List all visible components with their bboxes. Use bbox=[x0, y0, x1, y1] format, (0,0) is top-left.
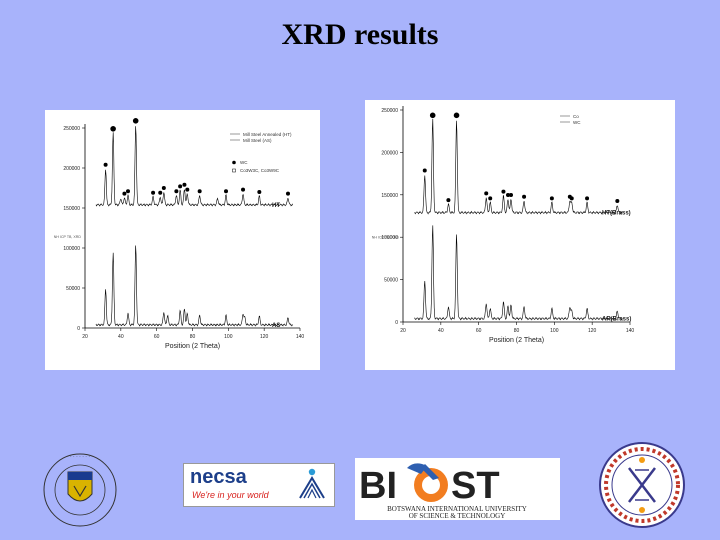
peak-marker bbox=[132, 118, 139, 124]
peak-marker bbox=[505, 193, 510, 198]
y-tick-label: 250000 bbox=[381, 108, 398, 114]
x-tick-label: 40 bbox=[118, 334, 124, 340]
necsa-tagline: We're in your world bbox=[192, 490, 269, 500]
svg-text:BI: BI bbox=[359, 465, 397, 507]
peak-marker bbox=[178, 184, 183, 189]
x-tick-label: 60 bbox=[154, 334, 160, 340]
peak-marker bbox=[488, 196, 493, 201]
svg-text:ST: ST bbox=[451, 465, 500, 507]
peak-marker bbox=[241, 187, 246, 192]
axis-cut-label: NH ICP TB, XRD bbox=[372, 235, 400, 239]
x-tick-label: 20 bbox=[82, 334, 88, 340]
series-line-ht-brass- bbox=[414, 118, 623, 215]
peak-marker bbox=[197, 189, 202, 194]
y-tick-label: 0 bbox=[395, 320, 398, 326]
peak-marker bbox=[110, 126, 116, 132]
series-label: AR(Brass) bbox=[602, 317, 631, 323]
x-tick-label: 120 bbox=[588, 328, 597, 334]
xrd-chart-left: 0 50000 100000 150000 200000 250000 20 40 60 80 10… bbox=[45, 110, 320, 370]
y-tick-label: 250000 bbox=[63, 126, 80, 132]
x-axis-label: Position (2 Theta) bbox=[489, 337, 544, 344]
y-tick-label: 200000 bbox=[381, 150, 398, 156]
y-tick-label: 50000 bbox=[384, 278, 398, 284]
peak-marker bbox=[122, 191, 127, 196]
biust-logo: BI ST BOTSWANA INTERNATIONAL UNIVERSITY … bbox=[355, 458, 560, 520]
x-tick-label: 140 bbox=[296, 334, 305, 340]
x-tick-label: 40 bbox=[438, 328, 444, 334]
y-tick-label: 200000 bbox=[63, 166, 80, 172]
xrd-plot-left: 0 50000 100000 150000 200000 250000 20 40 60 80 10… bbox=[54, 118, 305, 350]
x-tick-label: 100 bbox=[224, 334, 233, 340]
peak-marker bbox=[453, 112, 460, 119]
university-crest-logo: · · · · · · · · · bbox=[30, 450, 130, 530]
biust-line2: OF SCIENCE & TECHNOLOGY bbox=[408, 512, 506, 520]
legend-entry: WC bbox=[573, 120, 581, 125]
y-tick-label: 150000 bbox=[381, 193, 398, 199]
marker-legend-dot bbox=[232, 160, 236, 165]
legend-entry: Mill Steel (AS) bbox=[243, 138, 272, 143]
y-tick-label: 100000 bbox=[381, 235, 398, 241]
peak-marker bbox=[151, 190, 156, 195]
peak-marker bbox=[174, 189, 179, 194]
y-tick-label: 100000 bbox=[63, 246, 80, 252]
necsa-logo: necsa We're in your world bbox=[183, 463, 335, 507]
peak-marker bbox=[257, 190, 262, 194]
peak-marker bbox=[224, 189, 229, 194]
peak-marker bbox=[285, 191, 290, 196]
y-tick-label: 0 bbox=[77, 326, 80, 332]
x-axis-label: Position (2 Theta) bbox=[165, 343, 220, 350]
x-tick-label: 140 bbox=[626, 328, 635, 334]
x-tick-label: 60 bbox=[476, 328, 482, 334]
crest-ring-text: · · · · · · · · · bbox=[67, 454, 93, 460]
peak-marker bbox=[158, 190, 163, 195]
peak-marker bbox=[103, 162, 108, 167]
peak-marker bbox=[615, 198, 620, 203]
x-tick-label: 20 bbox=[400, 328, 406, 334]
peak-marker bbox=[509, 193, 514, 198]
peak-marker bbox=[522, 194, 527, 199]
legend-entry: Mill Steel Annealed (HT) bbox=[243, 132, 292, 137]
peak-marker bbox=[549, 196, 554, 201]
peak-marker bbox=[585, 196, 590, 201]
series-label: HT bbox=[272, 203, 280, 209]
legend-entry: Co bbox=[573, 114, 579, 119]
peak-marker bbox=[185, 187, 190, 192]
series-line-as bbox=[95, 245, 293, 327]
y-tick-label: 150000 bbox=[63, 206, 80, 212]
necsa-emblem-icon bbox=[299, 468, 325, 499]
peak-marker bbox=[429, 112, 436, 119]
series-line-ar-brass- bbox=[414, 225, 623, 321]
necsa-wordmark: necsa bbox=[190, 466, 247, 488]
axis-cut-label: NH ICP TB, XRD bbox=[54, 235, 82, 239]
peak-marker bbox=[501, 189, 506, 194]
peak-marker bbox=[126, 189, 130, 194]
marker-legend-entry: WC bbox=[240, 160, 248, 165]
y-tick-label: 50000 bbox=[66, 286, 80, 292]
xrd-plot-right: 0 50000 100000 150000 200000 250000 20 40 60 80 10… bbox=[372, 106, 635, 344]
peak-marker bbox=[182, 182, 187, 187]
peak-marker bbox=[422, 168, 427, 173]
slide-title: XRD results bbox=[281, 18, 439, 51]
peak-marker bbox=[484, 191, 489, 196]
marker-legend-square bbox=[232, 168, 236, 173]
series-line-ht bbox=[95, 126, 293, 207]
peak-marker bbox=[446, 198, 451, 203]
x-tick-label: 80 bbox=[190, 334, 196, 340]
peak-marker bbox=[569, 196, 574, 201]
peak-marker bbox=[161, 186, 166, 190]
marker-legend-entry: Co3W3C, Co3W9C bbox=[240, 168, 280, 173]
x-tick-label: 120 bbox=[260, 334, 269, 340]
series-label: AS bbox=[272, 323, 280, 329]
xrd-chart-right: 0 50000 100000 150000 200000 250000 20 40 60 80 10… bbox=[365, 100, 675, 370]
x-tick-label: 80 bbox=[514, 328, 520, 334]
x-tick-label: 100 bbox=[550, 328, 559, 334]
series-label: HT(Brass) bbox=[602, 211, 631, 217]
biust-line1: BOTSWANA INTERNATIONAL UNIVERSITY bbox=[387, 505, 527, 513]
centre-of-excellence-logo bbox=[597, 440, 687, 530]
